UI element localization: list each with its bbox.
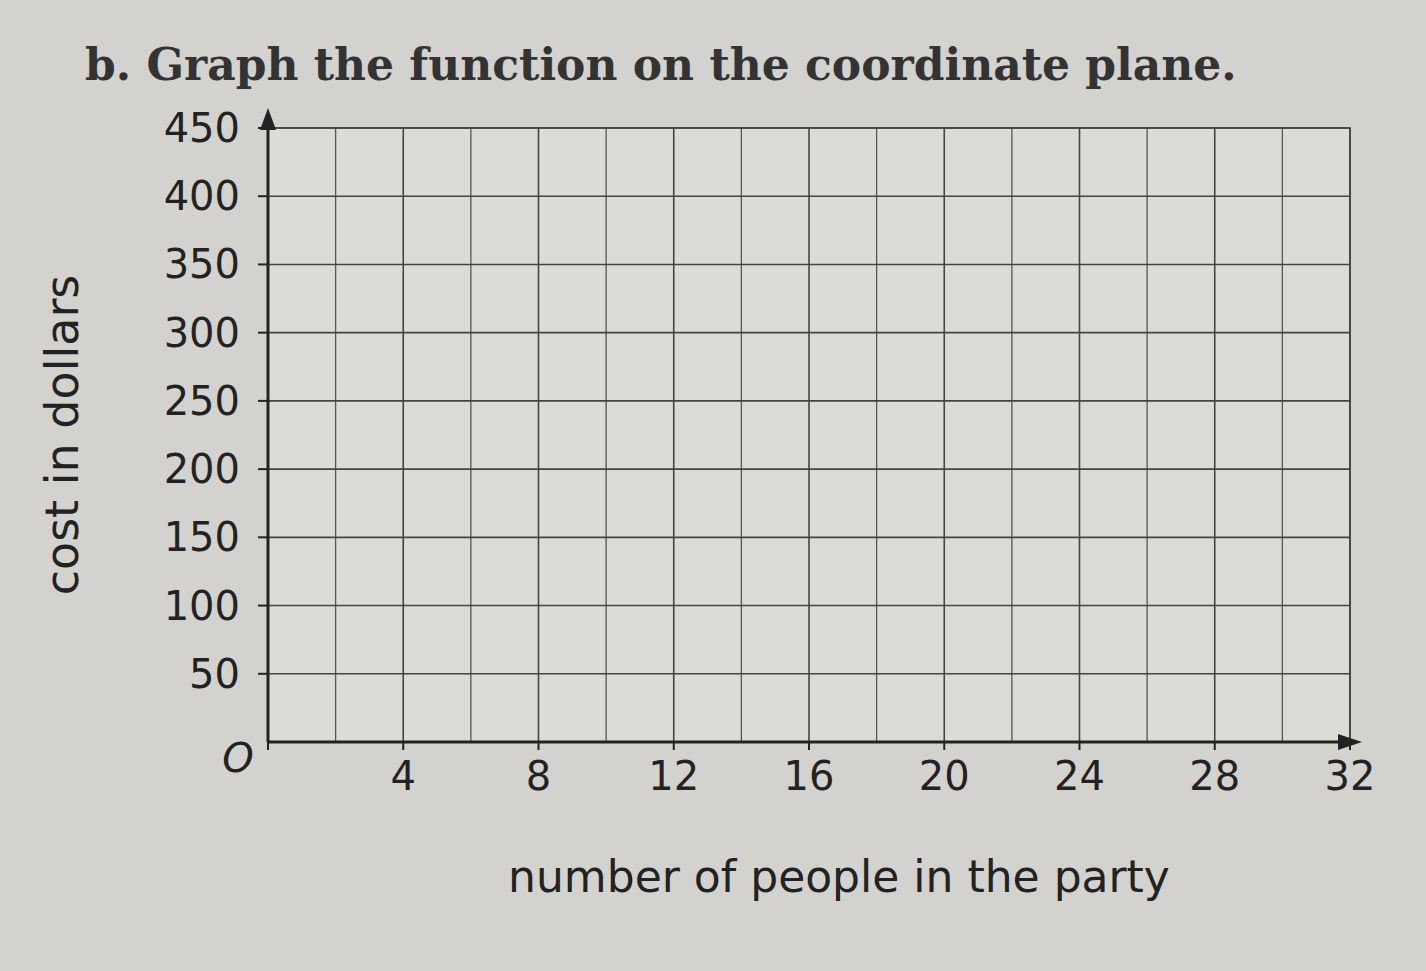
grid-line [268, 468, 1350, 470]
y-tick-label: 50 [189, 651, 240, 697]
x-tick [538, 742, 540, 750]
x-axis-label: number of people in the party [508, 851, 1170, 902]
minor-grid-line [1011, 128, 1012, 742]
y-tick-label: 450 [164, 105, 240, 151]
x-tick-label: 4 [391, 753, 416, 799]
grid-line [1214, 128, 1216, 742]
grid-line [402, 128, 404, 742]
grid-line [943, 128, 945, 742]
x-tick-label: 28 [1189, 753, 1240, 799]
minor-grid-line [470, 128, 471, 742]
y-axis [267, 114, 270, 742]
x-tick [1079, 742, 1081, 750]
y-tick [258, 468, 268, 470]
y-tick [258, 673, 268, 675]
minor-grid-line [1282, 128, 1283, 742]
x-tick-label: 8 [526, 753, 551, 799]
grid-line [538, 128, 540, 742]
x-tick [943, 742, 945, 750]
x-tick-label: 24 [1054, 753, 1105, 799]
grid-line [1079, 128, 1081, 742]
y-tick [258, 195, 268, 197]
y-tick [258, 263, 268, 265]
y-tick-label: 200 [164, 446, 240, 492]
minor-grid-line [876, 128, 877, 742]
x-tick [267, 742, 269, 750]
background [0, 0, 1426, 971]
minor-grid-line [1146, 128, 1147, 742]
title: b. Graph the function on the coordinate … [85, 39, 1237, 90]
y-tick [258, 127, 268, 129]
grid-line [268, 264, 1350, 266]
chart: b. Graph the function on the coordinate … [0, 0, 1426, 971]
x-tick [1349, 742, 1351, 750]
x-tick [402, 742, 404, 750]
y-tick-label: 100 [164, 583, 240, 629]
x-tick [808, 742, 810, 750]
minor-grid-line [605, 128, 606, 742]
grid-line [808, 128, 810, 742]
minor-grid-line [335, 128, 336, 742]
y-axis-arrow [260, 108, 276, 130]
y-tick [258, 605, 268, 607]
x-tick-label: 32 [1325, 753, 1376, 799]
grid-line [268, 605, 1350, 607]
grid-line [268, 400, 1350, 402]
y-tick-label: 350 [164, 241, 240, 287]
x-tick [1214, 742, 1216, 750]
x-tick-label: O [222, 735, 253, 781]
y-tick-label: 400 [164, 173, 240, 219]
minor-grid-line [741, 128, 742, 742]
y-tick [258, 332, 268, 334]
y-tick-label: 250 [164, 378, 240, 424]
y-tick-label: 300 [164, 310, 240, 356]
y-axis-label: cost in dollars [35, 275, 89, 596]
grid-line [673, 128, 675, 742]
y-tick-label: 150 [164, 514, 240, 560]
grid-line [268, 673, 1350, 675]
y-tick [258, 400, 268, 402]
grid-line [268, 537, 1350, 539]
x-tick-label: 20 [919, 753, 970, 799]
grid [268, 128, 1350, 742]
x-tick [673, 742, 675, 750]
x-tick-label: 12 [648, 753, 699, 799]
grid-line [268, 195, 1350, 197]
grid-line [268, 332, 1350, 334]
x-tick-label: 16 [784, 753, 835, 799]
x-axis-arrow [1338, 734, 1362, 750]
y-tick [258, 536, 268, 538]
plot-area [268, 128, 1350, 742]
plot-frame [268, 128, 1350, 742]
